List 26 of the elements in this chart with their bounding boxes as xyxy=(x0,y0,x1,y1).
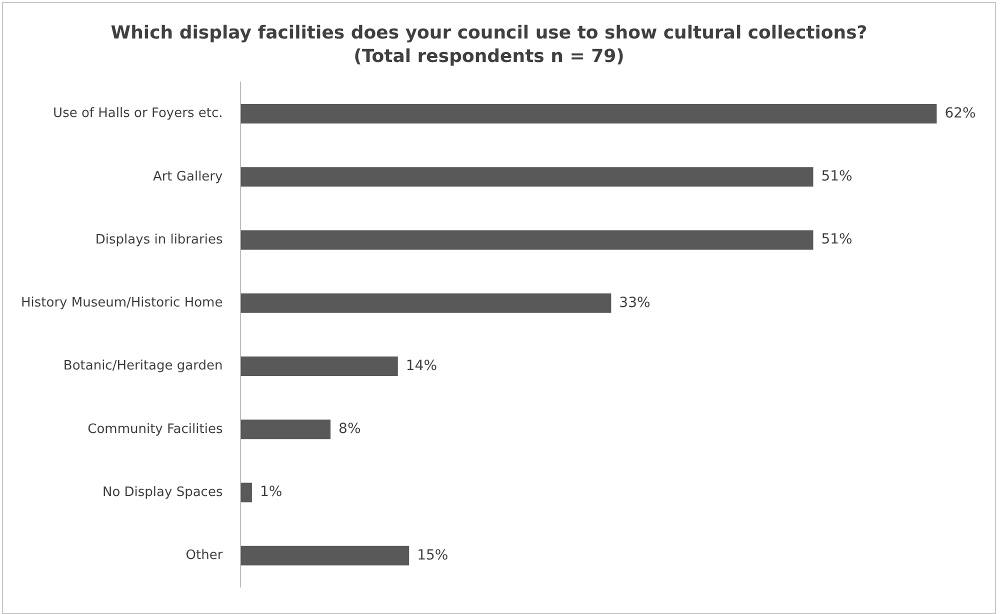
y-tick-label: Community Facilities xyxy=(88,422,223,437)
data-label: 62% xyxy=(944,105,976,122)
bar xyxy=(240,546,410,566)
bar xyxy=(240,293,612,313)
data-label: 51% xyxy=(821,168,852,185)
data-label: 33% xyxy=(619,294,650,311)
bar xyxy=(240,356,398,376)
data-label: 14% xyxy=(406,358,438,374)
y-tick-label: Use of Halls or Foyers etc. xyxy=(53,106,223,122)
data-label: 8% xyxy=(338,421,361,438)
data-label: 1% xyxy=(260,484,282,500)
y-tick-label: Art Gallery xyxy=(152,169,224,184)
bar xyxy=(240,230,814,250)
bar xyxy=(240,420,331,440)
chart-subtitle: (Total respondents n = 79) xyxy=(354,46,624,68)
chart-title: Which display facilities does your council use to show cultural collections? xyxy=(110,22,868,44)
bar xyxy=(240,482,252,502)
y-tick-label: No Display Spaces xyxy=(102,484,223,500)
y-tick-label: History Museum/Historic Home xyxy=(20,296,223,311)
bar xyxy=(240,167,814,187)
data-label: 51% xyxy=(821,232,852,248)
y-tick-label: Displays in libraries xyxy=(95,232,223,248)
data-label: 15% xyxy=(417,547,448,564)
y-tick-label: Other xyxy=(186,548,224,564)
bar xyxy=(240,104,937,124)
y-tick-label: Botanic/Heritage garden xyxy=(63,358,223,374)
